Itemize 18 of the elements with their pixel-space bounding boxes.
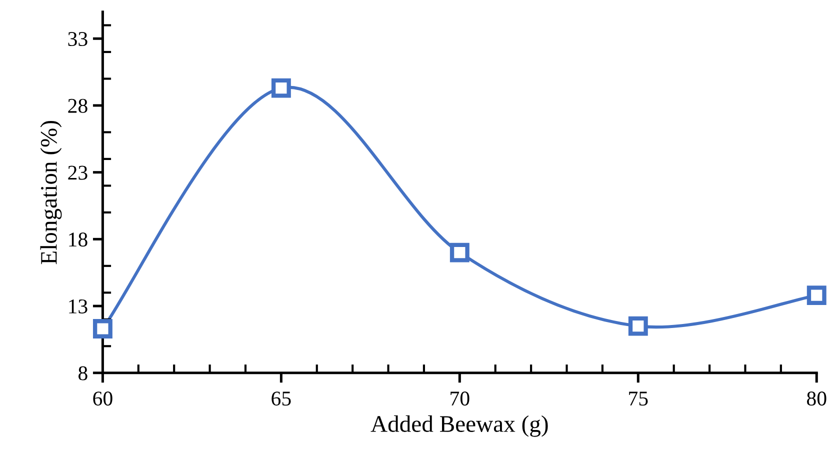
point: [92, 319, 112, 338]
point: [806, 286, 826, 306]
x-tick-label: 80: [807, 392, 826, 406]
x-tick-label: 70: [450, 392, 470, 406]
x-tick-label: 65: [272, 392, 291, 406]
x-tick-label: 60: [93, 392, 112, 406]
y-tick-label: 18: [69, 232, 88, 247]
y-axis-title: Elongation (%): [40, 120, 62, 264]
y-tick-label: 13: [69, 299, 88, 314]
y-tick-label: 8: [78, 366, 88, 380]
x-axis-title: Added Beewax (g): [370, 415, 548, 437]
point: [628, 316, 648, 336]
y-tick-label: 28: [68, 98, 88, 113]
y-tick-label: 23: [68, 166, 88, 180]
point: [271, 78, 291, 98]
y-tick-label: 33: [68, 32, 88, 46]
point: [450, 242, 470, 262]
x-tick-label: 75: [629, 392, 648, 406]
